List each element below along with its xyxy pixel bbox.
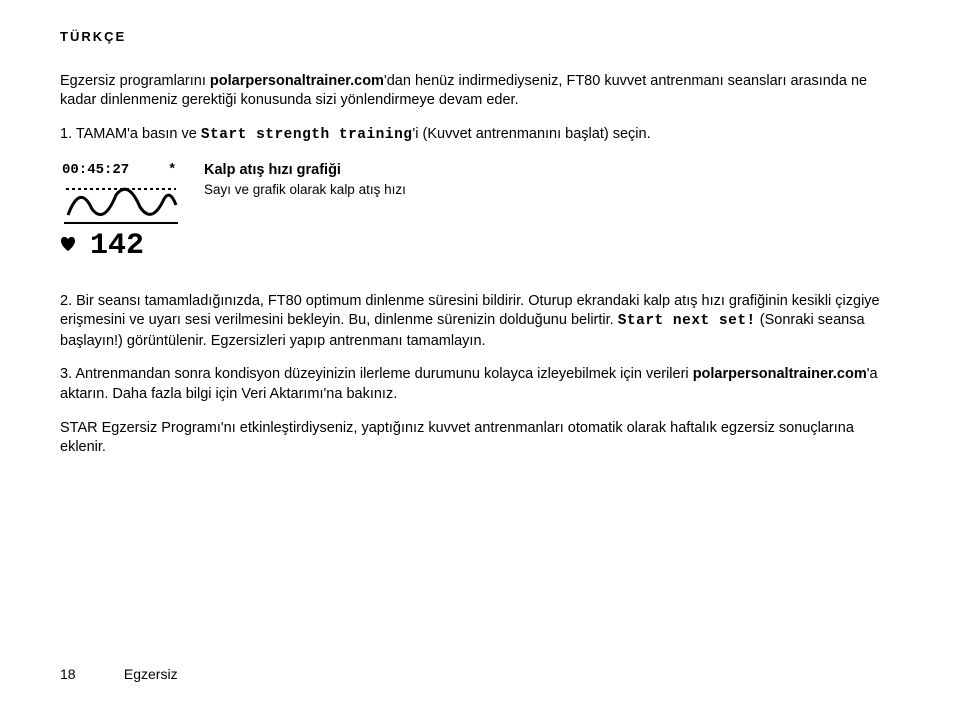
graph-caption-sub: Sayı ve grafik olarak kalp atış hızı bbox=[204, 181, 406, 199]
text: STAR Egzersiz Programı'nı etkinleştirdiy… bbox=[60, 420, 854, 456]
language-header: TÜRKÇE bbox=[60, 28, 900, 46]
paragraph-intro: Egzersiz programlarını polarpersonaltrai… bbox=[60, 72, 900, 111]
svg-text:142: 142 bbox=[90, 229, 144, 257]
hr-graph-block: 00:45:27 * 142 Kalp atış hızı grafiği Sa… bbox=[60, 159, 900, 264]
domain-bold: polarpersonaltrainer.com bbox=[210, 73, 384, 89]
menu-label-pixel: Start strength training bbox=[201, 127, 413, 143]
paragraph-step2: 2. Bir seansı tamamladığınızda, FT80 opt… bbox=[60, 292, 900, 352]
page-footer: 18 Egzersiz bbox=[60, 665, 178, 684]
domain-bold: polarpersonaltrainer.com bbox=[693, 366, 867, 382]
menu-label-pixel: Start next set! bbox=[618, 313, 756, 329]
paragraph-step1: 1. TAMAM'a basın ve Start strength train… bbox=[60, 125, 900, 146]
graph-caption: Kalp atış hızı grafiği Sayı ve grafik ol… bbox=[204, 159, 406, 199]
section-name: Egzersiz bbox=[124, 666, 178, 682]
text: Egzersiz programlarını bbox=[60, 73, 210, 89]
page-number: 18 bbox=[60, 665, 120, 684]
paragraph-step3: 3. Antrenmandan sonra kondisyon düzeyini… bbox=[60, 365, 900, 404]
svg-text:00:45:27: 00:45:27 bbox=[62, 162, 129, 178]
watch-display-graphic: 00:45:27 * 142 bbox=[60, 159, 182, 264]
text: 'i (Kuvvet antrenmanını başlat) seçin. bbox=[413, 126, 651, 142]
graph-caption-title: Kalp atış hızı grafiği bbox=[204, 161, 406, 181]
text: 3. Antrenmandan sonra kondisyon düzeyini… bbox=[60, 366, 693, 382]
svg-text:*: * bbox=[168, 162, 176, 178]
text: 1. TAMAM'a basın ve bbox=[60, 126, 201, 142]
paragraph-star: STAR Egzersiz Programı'nı etkinleştirdiy… bbox=[60, 419, 900, 458]
